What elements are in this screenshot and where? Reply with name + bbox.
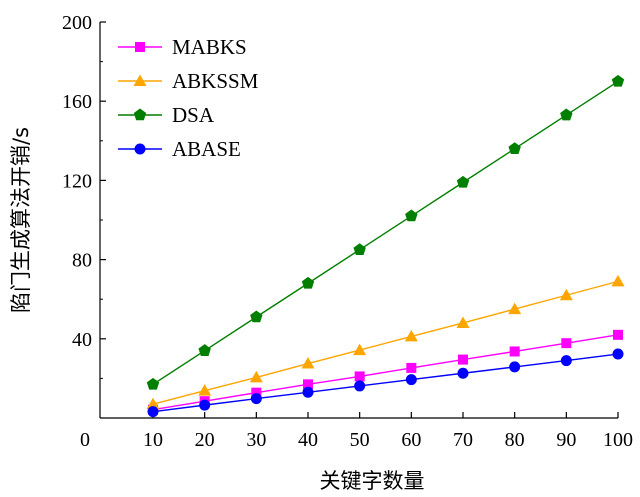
- x-tick-label: 100: [603, 429, 633, 451]
- legend-label: ABKSSM: [172, 69, 259, 93]
- y-tick-label: 120: [62, 170, 92, 192]
- legend-item: MABKS: [118, 35, 247, 59]
- data-point: [509, 346, 520, 357]
- data-point: [509, 361, 521, 373]
- legend-marker: [134, 143, 146, 155]
- x-tick-label: 50: [350, 429, 370, 451]
- data-point: [302, 386, 314, 398]
- x-axis-title: 关键字数量: [320, 469, 425, 493]
- data-point: [611, 274, 625, 287]
- series-line: [152, 353, 619, 413]
- data-point: [353, 343, 367, 356]
- data-point: [560, 108, 573, 121]
- x-tick-label: 0: [80, 429, 90, 451]
- data-point: [406, 362, 417, 373]
- x-tick-label: 40: [298, 429, 318, 451]
- data-point: [303, 379, 313, 390]
- data-point: [560, 355, 572, 367]
- y-tick-label: 160: [62, 91, 92, 113]
- series-line: [152, 280, 619, 405]
- data-point: [250, 393, 262, 405]
- legend: MABKS ABKSSM DSA ABASE: [118, 35, 259, 161]
- legend-marker: [133, 74, 147, 86]
- series-line: [152, 334, 619, 411]
- data-point: [508, 142, 521, 154]
- x-tick-label: 80: [505, 429, 525, 451]
- legend-item: DSA: [118, 103, 215, 127]
- legend-marker: [133, 108, 147, 121]
- series-line: [152, 80, 619, 385]
- x-tick-label: 60: [401, 429, 421, 451]
- series-abkssm: [146, 274, 625, 410]
- data-point: [301, 357, 315, 369]
- data-point: [405, 374, 417, 386]
- data-point: [353, 243, 366, 255]
- data-point: [456, 175, 470, 188]
- data-point: [198, 344, 211, 356]
- data-point: [354, 380, 366, 392]
- data-point: [456, 316, 470, 328]
- y-tick-label: 40: [72, 329, 92, 351]
- data-point: [199, 399, 211, 411]
- data-point: [508, 302, 522, 315]
- data-point: [146, 397, 160, 410]
- data-point: [249, 370, 263, 383]
- data-point: [612, 348, 624, 360]
- x-tick-label: 70: [453, 429, 473, 451]
- data-point: [611, 74, 625, 87]
- data-point: [404, 329, 418, 342]
- data-point: [405, 209, 418, 222]
- x-tick-label: 30: [246, 429, 266, 451]
- series-abase: [147, 348, 624, 418]
- legend-label: DSA: [172, 103, 215, 127]
- data-point: [250, 310, 263, 323]
- x-tick-label: 20: [195, 429, 215, 451]
- legend-item: ABASE: [118, 137, 241, 161]
- data-point: [458, 354, 468, 365]
- legend-label: MABKS: [172, 35, 247, 59]
- axes: 40 80 120 160 200 0 10 20 30 40 50 60 70 80 90 100: [62, 12, 633, 451]
- x-tick-label: 90: [556, 429, 576, 451]
- data-point: [251, 387, 262, 398]
- y-axis-title: 陷门生成算法开销/s: [9, 127, 33, 313]
- series-layer: [146, 74, 625, 418]
- data-point: [147, 406, 159, 418]
- series-dsa: [146, 74, 625, 390]
- data-point: [613, 329, 623, 340]
- legend-marker: [135, 42, 145, 52]
- data-point: [354, 371, 365, 382]
- legend-item: ABKSSM: [118, 69, 259, 93]
- data-point: [198, 384, 212, 396]
- data-point: [559, 288, 573, 301]
- x-tick-label: 10: [143, 429, 163, 451]
- data-point: [301, 276, 315, 289]
- y-tick-label: 80: [72, 250, 92, 272]
- y-tick-label: 200: [62, 12, 92, 34]
- data-point: [146, 377, 160, 390]
- data-point: [457, 367, 469, 379]
- legend-label: ABASE: [172, 137, 241, 161]
- data-point: [561, 338, 572, 349]
